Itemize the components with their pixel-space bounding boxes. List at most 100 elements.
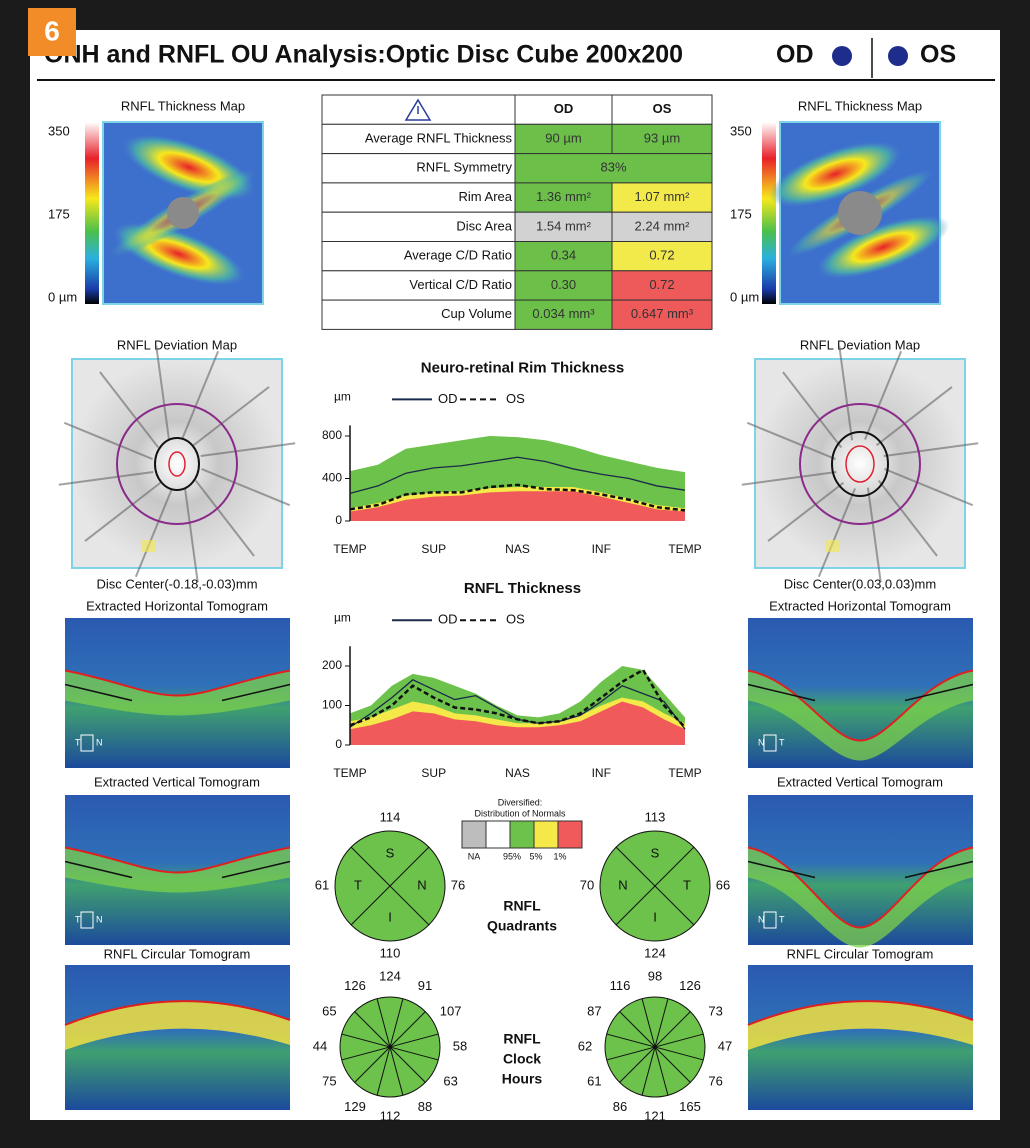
section-label: RNFL — [503, 898, 541, 914]
vessel — [134, 488, 173, 578]
map-title: RNFL Thickness Map — [798, 98, 922, 113]
figure-number: 6 — [44, 15, 60, 46]
clock-value: 124 — [379, 968, 401, 983]
vessel — [767, 481, 845, 542]
vessel — [782, 371, 843, 449]
map-hot-zone — [816, 215, 950, 279]
x-tick-label: TEMP — [333, 542, 366, 556]
scale-label: 350 — [48, 123, 70, 138]
cell-value: 2.24 mm² — [635, 218, 691, 233]
orientation-icon — [763, 911, 777, 929]
od-header: OD — [776, 41, 814, 69]
vessel — [866, 487, 882, 583]
map-title: RNFL Deviation Map — [117, 337, 237, 352]
clock-value: 62 — [578, 1038, 592, 1053]
quadrant-value: 76 — [451, 877, 465, 892]
y-tick-label: 0 — [335, 737, 342, 751]
cup-margin — [845, 445, 875, 483]
map-hot-zone — [768, 141, 902, 208]
legend-box-label: 95% — [503, 851, 521, 861]
cell-value: 0.34 — [551, 248, 576, 263]
legend-box — [557, 820, 583, 849]
cell-value: 0.30 — [551, 277, 576, 292]
orientation-label: T — [779, 737, 785, 747]
quadrant-letter: S — [386, 845, 395, 860]
row-label: Disc Area — [456, 218, 512, 233]
clock-value: 63 — [443, 1073, 457, 1088]
table-cell — [611, 299, 713, 330]
legend-title: Distribution of Normals — [474, 808, 566, 818]
retina-layer — [65, 847, 290, 893]
cell-value: 0.034 mm³ — [532, 306, 595, 321]
section-label: Hours — [502, 1071, 543, 1087]
orientation-label: N — [758, 737, 765, 747]
vessel — [875, 386, 953, 447]
quadrant-letter: T — [354, 877, 362, 892]
cell-value: 90 µm — [545, 130, 581, 145]
chart-title: Neuro-retinal Rim Thickness — [421, 359, 624, 376]
os-header: OS — [920, 41, 956, 69]
clock-value: 47 — [718, 1038, 732, 1053]
quadrant-value: 70 — [580, 877, 594, 892]
tomogram-title: Extracted Horizontal Tomogram — [769, 598, 951, 613]
table-cell — [321, 241, 516, 272]
scan-circle — [116, 403, 238, 525]
rnfl-line — [221, 683, 291, 702]
table-cell — [611, 182, 713, 213]
y-tick-label: 100 — [322, 698, 342, 712]
vessel — [877, 479, 938, 557]
orientation-label: N — [758, 914, 765, 924]
legend-box — [533, 820, 559, 849]
x-tick-label: TEMP — [333, 766, 366, 780]
disc-margin — [831, 431, 889, 497]
os-marker — [888, 46, 908, 66]
ilm-line — [64, 846, 291, 874]
column-header: OS — [653, 101, 672, 116]
rnfl-line — [64, 683, 133, 702]
y-tick-label: 0 — [335, 513, 342, 527]
cup-margin — [168, 451, 186, 477]
thickness-line — [349, 668, 686, 729]
y-unit: µm — [334, 390, 351, 404]
rnfl-line — [904, 683, 974, 702]
vessel — [741, 470, 837, 486]
quadrant-letter: N — [618, 877, 627, 892]
legend-box-label: NA — [468, 851, 481, 861]
scale-label: 0 µm — [730, 289, 759, 304]
ilm-line — [64, 1000, 291, 1026]
table-cell — [321, 270, 516, 301]
quadrant-letter: S — [651, 845, 660, 860]
vessel — [884, 468, 974, 507]
table-cell — [321, 299, 516, 330]
vessel — [58, 470, 154, 486]
scale-label: 0 µm — [48, 289, 77, 304]
tomogram-title: RNFL Circular Tomogram — [104, 946, 251, 961]
row-label: Rim Area — [459, 189, 513, 204]
disc-center: Disc Center(0.03,0.03)mm — [784, 576, 936, 591]
rnfl-line — [904, 860, 974, 879]
table-cell — [611, 94, 713, 125]
x-tick-label: SUP — [421, 766, 446, 780]
table-cell — [514, 153, 713, 184]
table-cell — [514, 182, 613, 213]
ilm-line — [747, 1000, 974, 1026]
vessel — [99, 371, 160, 449]
y-tick-label: 200 — [322, 658, 342, 672]
legend-box — [509, 820, 535, 849]
retina-layer — [748, 1001, 973, 1050]
legend-label: OS — [506, 612, 525, 627]
abnormal-region — [825, 540, 839, 552]
section-label: Clock — [503, 1051, 541, 1067]
rnfl-line — [64, 860, 133, 879]
scale-label: 175 — [730, 206, 752, 221]
legend-box — [461, 820, 487, 849]
row-label: RNFL Symmetry — [416, 160, 512, 175]
x-tick-label: TEMP — [668, 766, 701, 780]
x-tick-label: SUP — [421, 542, 446, 556]
quadrant-letter: N — [417, 877, 426, 892]
clock-value: 116 — [610, 978, 631, 993]
table-cell — [321, 123, 516, 155]
legend-label: OD — [438, 391, 458, 406]
thickness-line — [349, 456, 686, 495]
scale-label: 350 — [730, 123, 752, 138]
